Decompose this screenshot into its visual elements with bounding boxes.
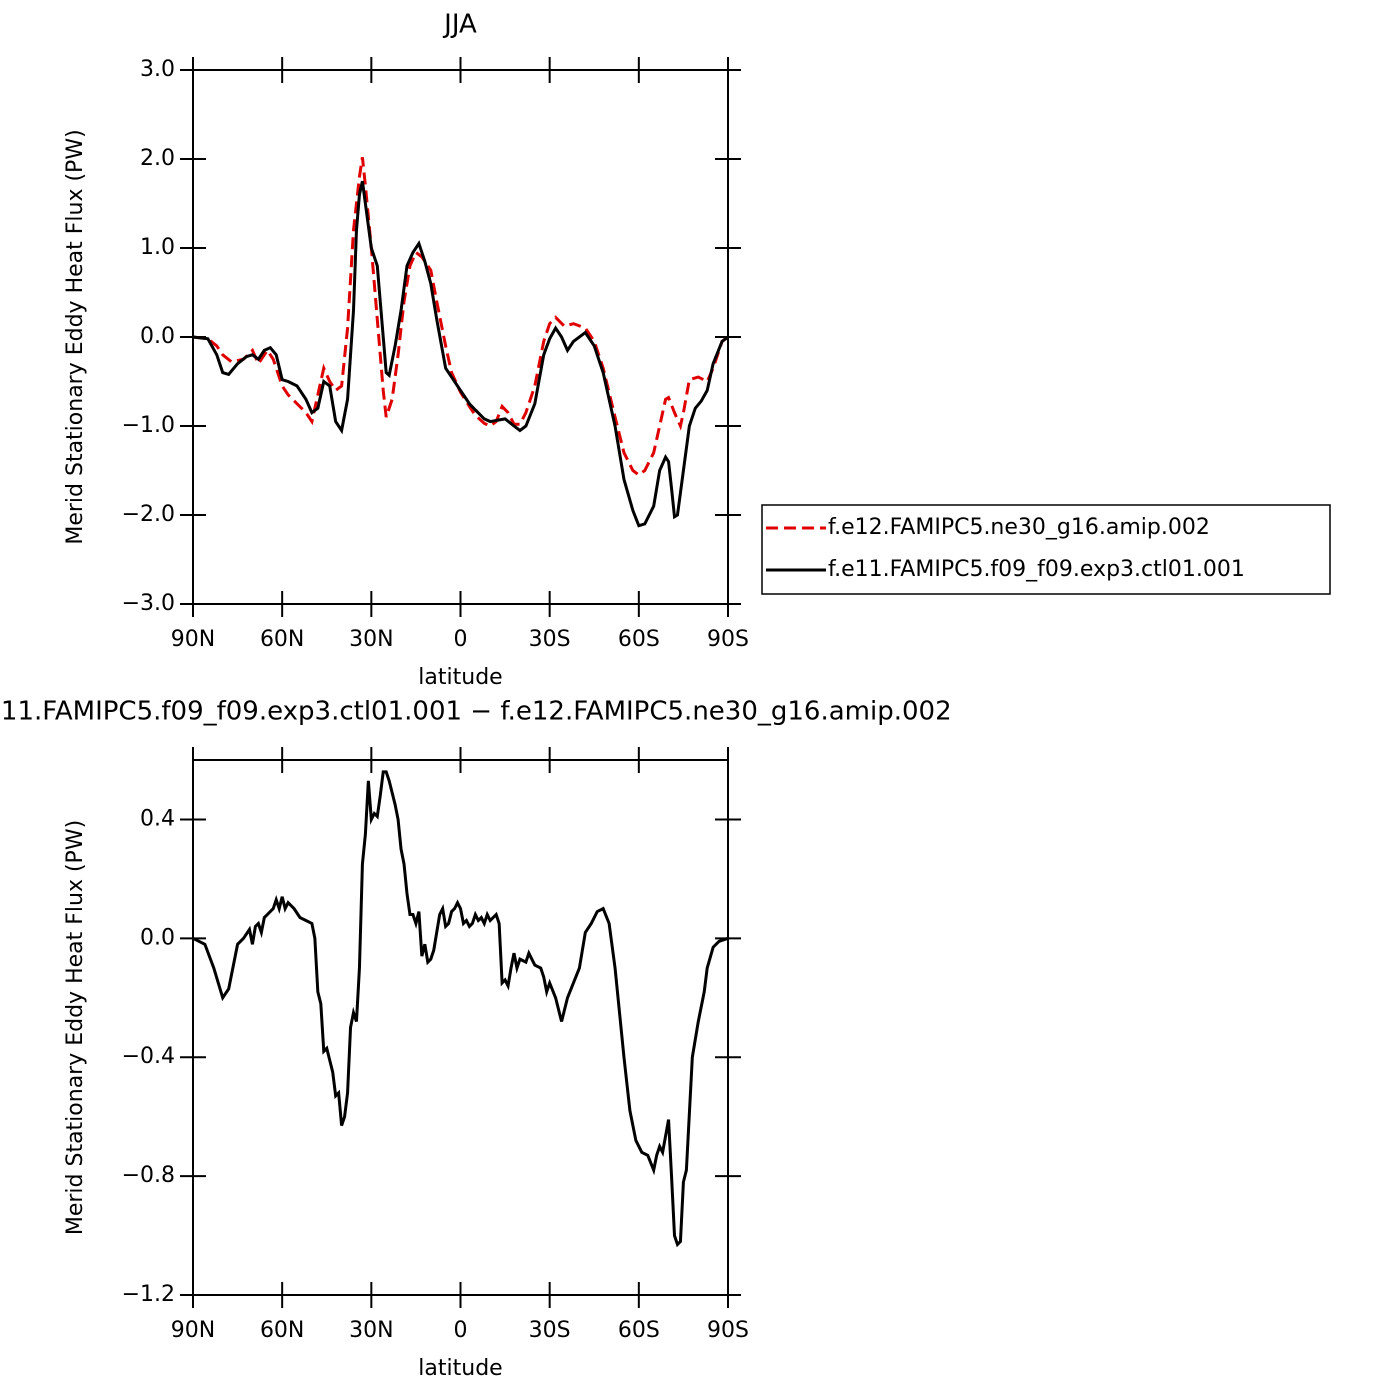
x-tick-label: 0 (454, 627, 468, 652)
x-tick-label: 30N (349, 627, 393, 652)
data-line (192, 156, 729, 477)
legend-label: f.e12.FAMIPC5.ne30_g16.amip.002 (828, 515, 1210, 540)
chart-title: f.e11.FAMIPC5.f09_f09.exp3.ctl01.001 − f… (0, 697, 952, 727)
y-tick-label: −1.2 (122, 1282, 175, 1307)
y-tick-label: 3.0 (140, 57, 175, 82)
x-tick-label: 90S (707, 1318, 749, 1343)
x-tick-label: 60N (260, 627, 304, 652)
y-tick-label: 0.4 (140, 806, 175, 831)
data-line (192, 770, 729, 1248)
x-tick-label: 60S (618, 1318, 660, 1343)
y-tick-label: 2.0 (140, 146, 175, 171)
x-tick-label: 30N (349, 1318, 393, 1343)
y-tick-label: −0.4 (122, 1044, 175, 1069)
x-tick-label: 30S (529, 1318, 571, 1343)
x-tick-label: 90N (171, 627, 215, 652)
y-tick-label: 1.0 (140, 235, 175, 260)
x-tick-label: 90S (707, 627, 749, 652)
x-axis-label: latitude (418, 1356, 502, 1381)
x-tick-label: 60N (260, 1318, 304, 1343)
plot-frame (192, 69, 729, 605)
x-tick-label: 30S (529, 627, 571, 652)
data-line (192, 180, 729, 528)
x-tick-label: 60S (618, 627, 660, 652)
y-tick-label: −3.0 (122, 591, 175, 616)
y-tick-label: 0.0 (140, 925, 175, 950)
y-tick-label: 0.0 (140, 324, 175, 349)
legend-box (761, 504, 1331, 595)
y-tick-label: −2.0 (122, 502, 175, 527)
y-axis-label: Merid Stationary Eddy Heat Flux (PW) (63, 820, 88, 1235)
y-axis-label: Merid Stationary Eddy Heat Flux (PW) (63, 129, 88, 544)
x-tick-label: 0 (454, 1318, 468, 1343)
y-tick-label: −1.0 (122, 413, 175, 438)
plot-frame (192, 759, 729, 1296)
x-axis-label: latitude (418, 665, 502, 690)
chart-title: JJA (442, 10, 477, 40)
y-tick-label: −0.8 (122, 1163, 175, 1188)
x-tick-label: 90N (171, 1318, 215, 1343)
legend-label: f.e11.FAMIPC5.f09_f09.exp3.ctl01.001 (828, 557, 1245, 582)
